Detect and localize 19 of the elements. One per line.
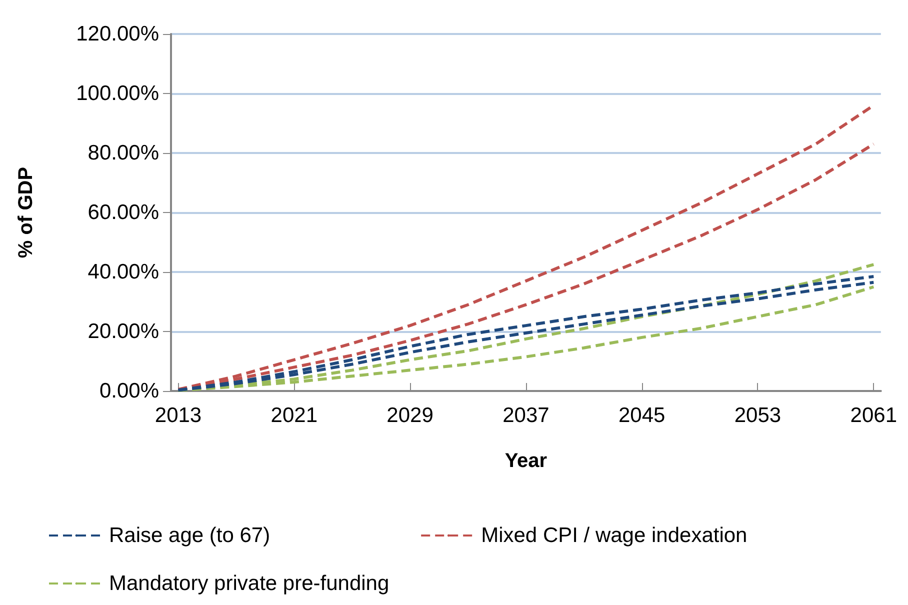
y-tick-label: 80.00% [88,142,159,164]
y-tick-label: 120.00% [76,22,159,46]
legend-label: Raise age (to 67) [109,524,270,547]
y-tick-label: 0.00% [99,380,159,402]
y-tick-label: 60.00% [88,201,159,224]
x-axis-title: Year [504,450,548,472]
x-tick-label: 2037 [502,404,550,427]
x-tick-label: 2053 [734,404,782,427]
y-tick-label: 100.00% [76,82,159,105]
x-tick-label: 2061 [850,404,897,427]
y-axis-title: % of GDP [15,166,37,258]
legend-label: Mandatory private pre-funding [109,572,390,595]
y-tick-label: 20.00% [88,320,159,343]
y-tick-label: 40.00% [88,260,159,284]
x-tick-label: 2045 [618,404,666,427]
legend-label: Mixed CPI / wage indexation [481,524,748,547]
x-tick-label: 2029 [386,404,434,427]
x-tick-label: 2021 [270,404,318,427]
x-tick-label: 2013 [154,404,202,427]
